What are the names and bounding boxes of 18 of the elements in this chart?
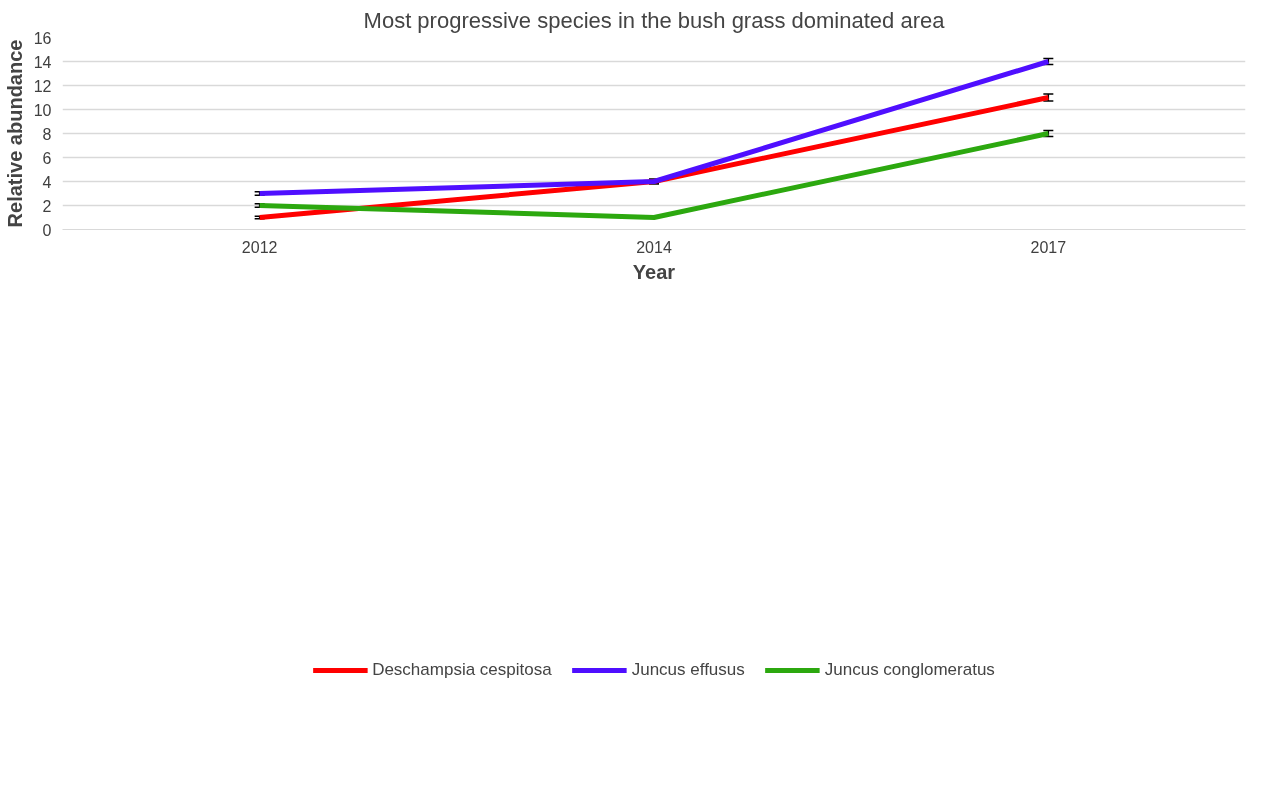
y-tick-label: 2 xyxy=(42,197,52,215)
y-tick-label: 14 xyxy=(33,53,52,71)
y-tick-label: 10 xyxy=(33,101,52,119)
legend-label: Deschampsia cespitosa xyxy=(372,660,552,680)
x-axis-title: Year xyxy=(632,260,676,283)
x-tick-label: 2014 xyxy=(636,238,672,256)
chart-title: Most progressive species in the bush grass dominated area xyxy=(363,7,946,33)
x-tick-label: 2012 xyxy=(241,238,278,256)
y-tick-label: 12 xyxy=(33,77,52,95)
y-axis-title: Relative abundance xyxy=(3,39,26,228)
y-tick-label: 16 xyxy=(33,29,52,47)
legend-label: Juncus conglomeratus xyxy=(824,660,995,680)
y-tick-label: 8 xyxy=(42,125,52,143)
y-tick-label: 0 xyxy=(42,221,52,239)
x-tick-label: 2017 xyxy=(1030,238,1067,256)
y-tick-label: 6 xyxy=(42,149,52,167)
y-tick-label: 4 xyxy=(42,173,52,191)
legend-label: Juncus effusus xyxy=(631,660,745,680)
